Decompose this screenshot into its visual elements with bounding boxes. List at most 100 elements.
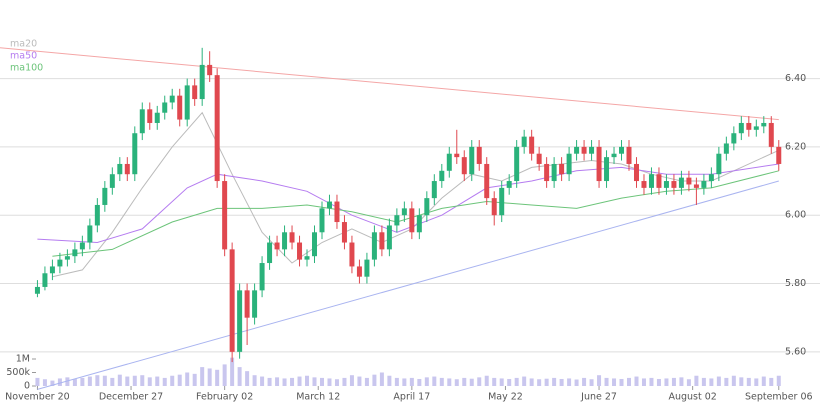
volume-bar [334,379,339,386]
volume-bar [125,376,130,386]
candle-body [401,208,407,216]
volume-bar [507,378,512,386]
candle-body [297,242,303,260]
volume-bar [222,364,227,386]
candle-body [409,208,415,233]
candle-body [753,126,759,130]
volume-bar [110,377,115,386]
candle-body [731,133,737,144]
candle-body [169,95,175,103]
candle-body [671,181,677,188]
candle-body [259,263,265,291]
candle-body [42,273,48,287]
candle-body [49,266,55,274]
volume-bar [769,377,774,386]
legend-entry: ma50 [10,51,37,62]
volume-bar [57,378,62,386]
volume-tick-label: 1M [16,354,30,365]
legend-entry: ma100 [10,63,43,74]
volume-bar [402,378,407,386]
volume-tick-label: 500k [6,367,30,378]
volume-bar [492,377,497,386]
volume-bar [319,377,324,386]
candle-body [109,174,115,188]
candle-body [207,64,213,76]
candle-body [72,249,78,257]
volume-bar [245,371,250,386]
volume-bar [252,375,257,386]
candle-body [506,181,512,188]
volume-bar [552,377,557,386]
candle-body [57,259,63,267]
volume-bar [529,378,534,386]
candle-body [619,146,625,154]
x-tick-label: May 22 [488,392,523,403]
candle-body [87,225,93,243]
candle-body [633,163,639,182]
candle-body [64,256,70,260]
volume-bar [656,378,661,386]
y-tick-label: 6.20 [785,141,806,152]
candle-body [499,187,505,216]
candle-body [237,290,243,352]
candle-body [439,170,445,182]
volume-bar [117,374,122,386]
volume-bar [50,380,55,386]
candle-body [574,146,580,154]
candle-body [326,201,332,209]
volume-bar [282,378,287,386]
volume-bar [537,379,542,386]
moving-average [52,170,779,257]
candle-body [529,136,535,154]
candle-body [581,146,587,154]
volume-tick-label: 0 [24,381,30,392]
candle-body [476,146,482,164]
x-tick-label: February 02 [196,392,253,403]
volume-bar [477,377,482,386]
candle-body [416,215,422,233]
candle-body [341,222,347,243]
candle-body [604,157,610,182]
candle-body [544,163,550,182]
volume-bar [469,378,474,386]
volume-bar [604,377,609,386]
candle-body [117,163,123,175]
volume-bar [170,375,175,386]
volume-bar [522,376,527,386]
candle-body [289,232,295,243]
candle-body [776,146,782,164]
candle-body [371,232,377,260]
candle-body [364,259,370,277]
volume-bar [290,377,295,386]
volume-bar [686,379,691,386]
y-tick-label: 6.40 [785,73,806,84]
candle-body [723,143,729,154]
candle-body [536,153,542,164]
x-tick-label: December 27 [99,392,163,403]
volume-bar [417,378,422,386]
candle-body [199,64,205,100]
candle-body [768,122,774,147]
volume-bar [701,377,706,386]
y-tick-label: 5.60 [785,346,806,357]
volume-bar [297,376,302,386]
candle-body [349,242,355,267]
candle-body [222,181,228,250]
volume-bar [185,372,190,386]
volume-bar [612,378,617,386]
volume-bar [409,377,414,386]
volume-bar [357,376,362,386]
volume-bar [559,378,564,386]
volume-bar [147,377,152,386]
volume-bar [192,373,197,386]
volume-bar [499,378,504,386]
candle-body [461,157,467,175]
candle-body [94,204,100,226]
volume-bar [140,375,145,386]
candle-body [761,122,767,127]
volume-bar [567,378,572,386]
volume-bar [155,376,160,386]
volume-bar [597,375,602,386]
volume-bar [574,379,579,386]
x-tick-label: August 02 [668,392,716,403]
